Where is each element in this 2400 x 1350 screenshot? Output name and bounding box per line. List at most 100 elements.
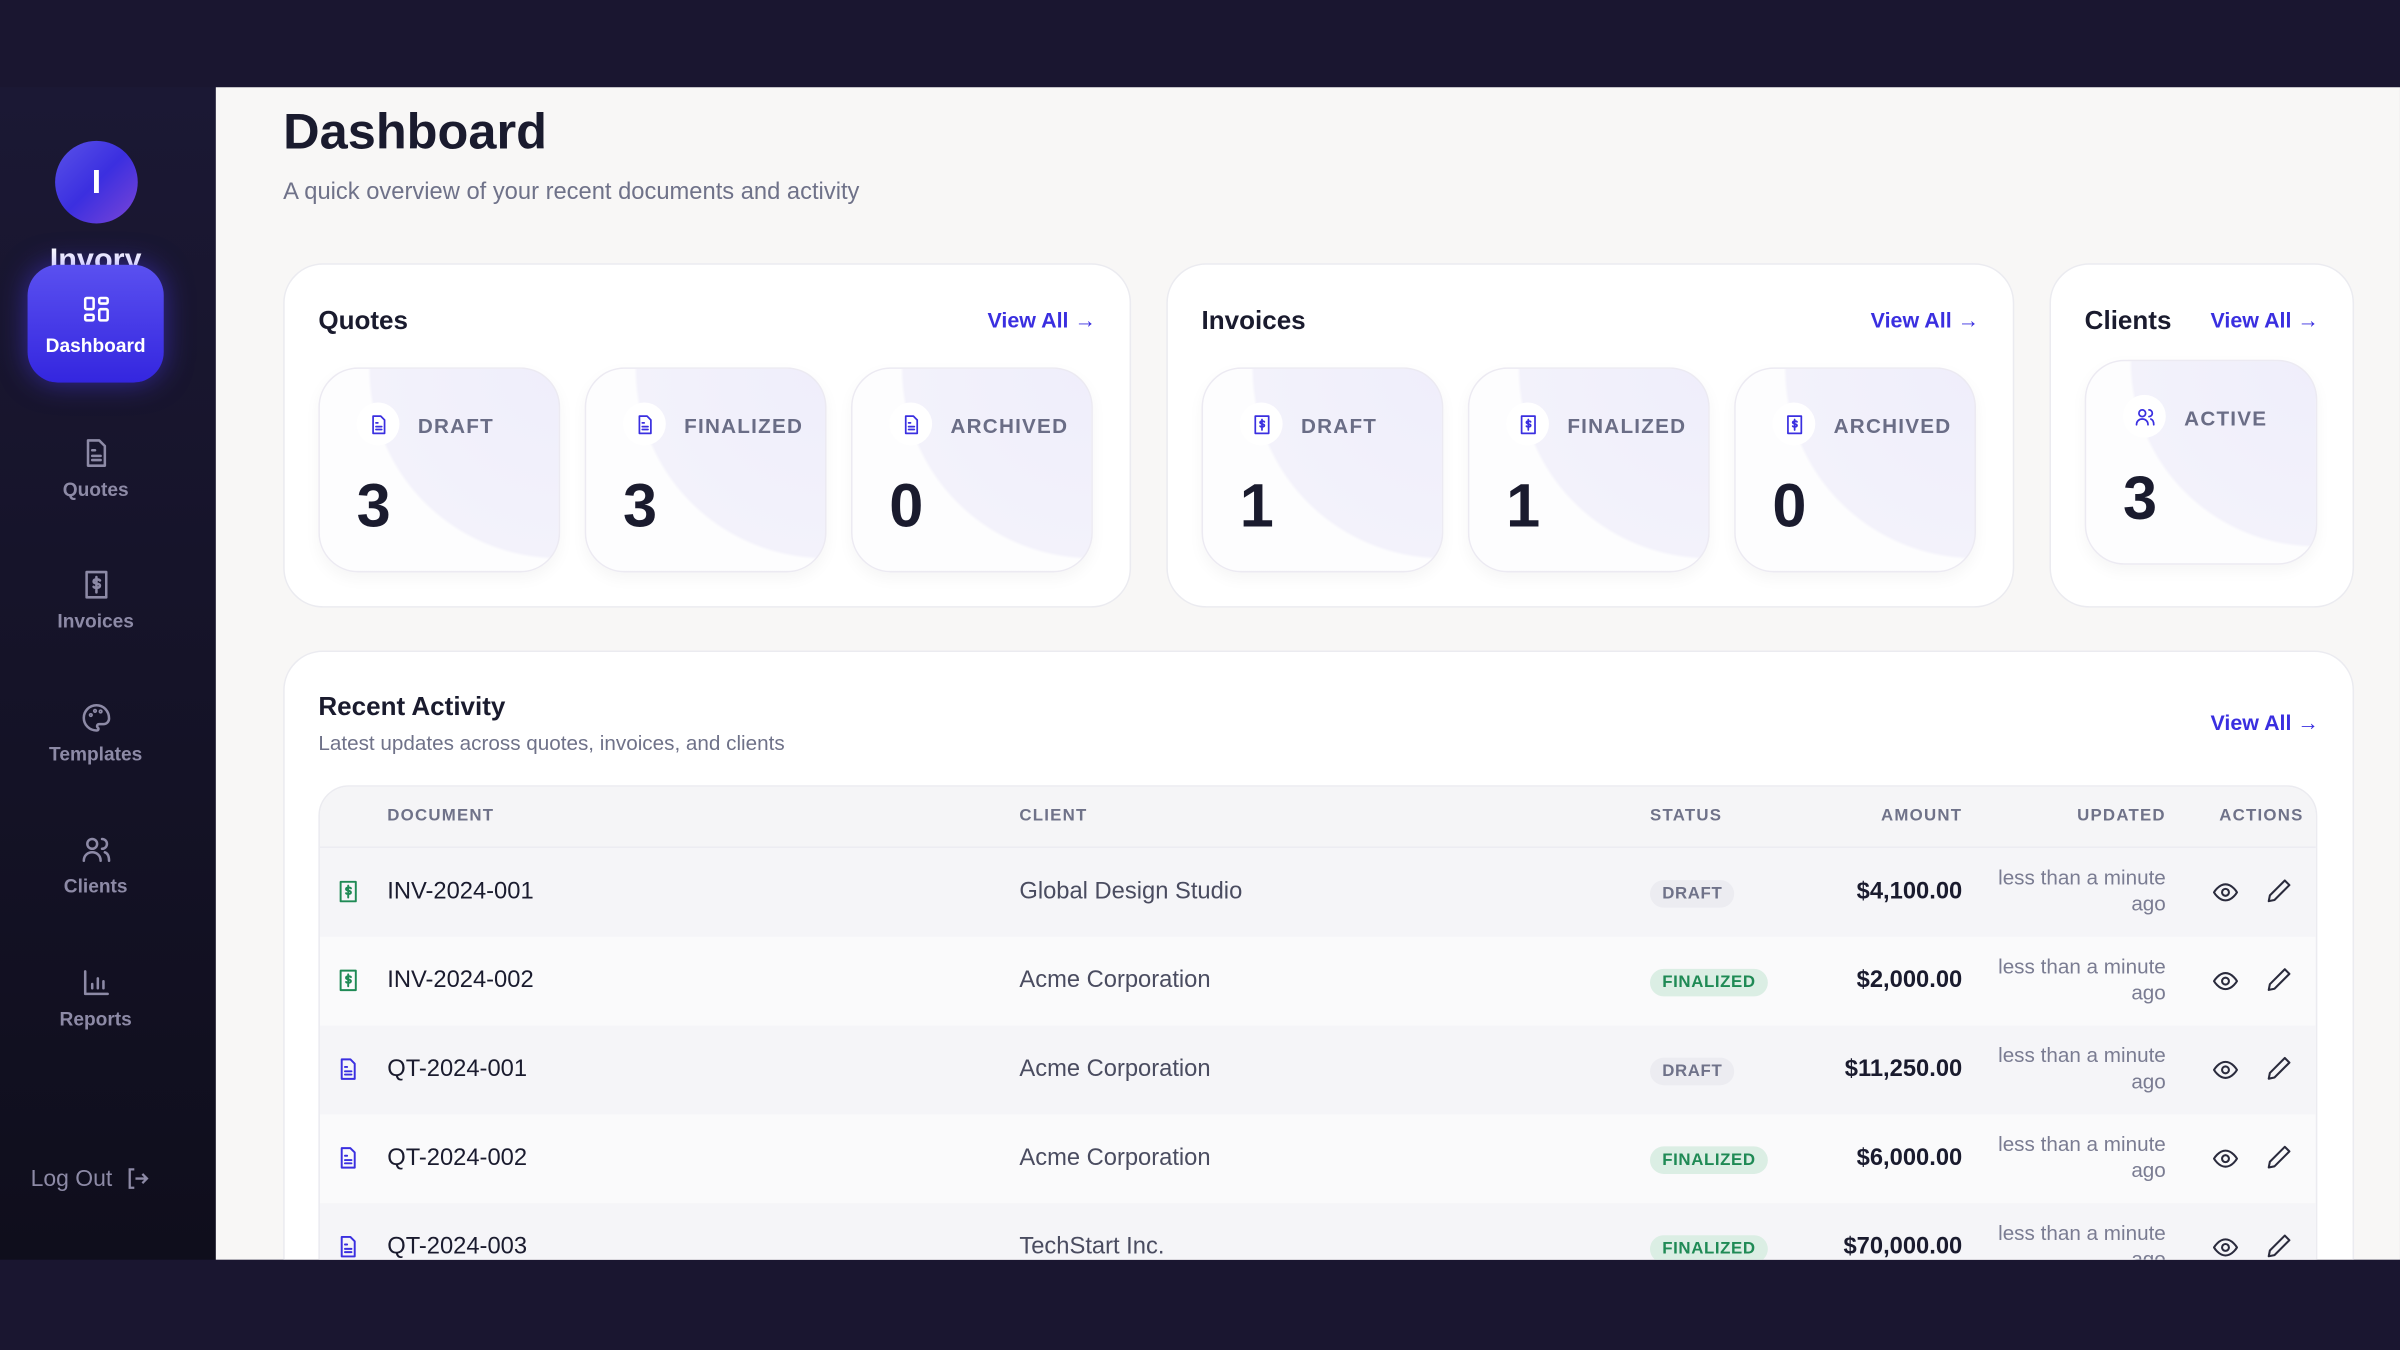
sidebar-item-quotes[interactable]: Quotes: [28, 409, 164, 527]
amount: $2,000.00: [1856, 967, 1963, 994]
receipt-icon: [1239, 402, 1283, 446]
quotes-view-all-link[interactable]: View All →: [987, 307, 1096, 333]
dashboard-icon: [79, 292, 113, 326]
quotes-stat-archived[interactable]: ARCHIVED 0: [851, 367, 1093, 573]
client-name: Global Design Studio: [1019, 878, 1243, 905]
eye-icon[interactable]: [2212, 879, 2240, 907]
table-row[interactable]: QT-2024-002 Acme Corporation FINALIZED $…: [320, 1114, 2316, 1203]
invoices-view-all-link[interactable]: View All →: [1870, 307, 1980, 333]
table-row[interactable]: INV-2024-002 Acme Corporation FINALIZED …: [320, 937, 2316, 1026]
amount: $4,100.00: [1856, 878, 1963, 905]
client-name: Acme Corporation: [1019, 967, 1211, 994]
column-header-updated[interactable]: UPDATED: [2077, 806, 2166, 825]
quotes-card: Quotes View All → DRAFT 3 FINALIZED 3 AR…: [283, 263, 1132, 608]
clients-card: Clients View All → ACTIVE 3: [2049, 263, 2355, 608]
invoices-card: Invoices View All → DRAFT 1 FINALIZED 1 …: [1166, 263, 2015, 608]
status-badge: FINALIZED: [1649, 968, 1768, 997]
pencil-icon[interactable]: [2265, 1143, 2293, 1171]
sidebar-item-clients[interactable]: Clients: [28, 805, 164, 923]
pencil-icon[interactable]: [2265, 1232, 2293, 1260]
client-name: Acme Corporation: [1019, 1144, 1211, 1171]
invoices-stat-archived[interactable]: ARCHIVED 0: [1734, 367, 1977, 573]
stat-value: 0: [889, 472, 924, 541]
clients-stat-active[interactable]: ACTIVE 3: [2084, 359, 2318, 565]
sidebar-item-invoices[interactable]: Invoices: [28, 540, 164, 658]
eye-icon[interactable]: [2212, 1234, 2240, 1260]
amount: $6,000.00: [1856, 1144, 1963, 1171]
invoices-stat-finalized[interactable]: FINALIZED 1: [1467, 367, 1710, 573]
stat-value: 3: [356, 472, 391, 541]
column-header-actions[interactable]: ACTIONS: [2219, 806, 2304, 825]
page-title: Dashboard: [283, 102, 547, 160]
column-header-status[interactable]: STATUS: [1649, 806, 1723, 825]
column-header-client[interactable]: CLIENT: [1019, 806, 1088, 825]
stat-value: 1: [1239, 472, 1274, 541]
file-icon: [889, 402, 933, 446]
status-badge: FINALIZED: [1649, 1235, 1768, 1260]
quote-doc-icon: [335, 1056, 361, 1082]
logout-label: Log Out: [30, 1165, 113, 1192]
invoices-stat-draft[interactable]: DRAFT 1: [1201, 367, 1444, 573]
users-icon: [79, 832, 113, 866]
pencil-icon[interactable]: [2265, 966, 2293, 994]
sidebar-item-label: Invoices: [57, 609, 134, 632]
eye-icon[interactable]: [2212, 967, 2240, 995]
invoices-title: Invoices: [1201, 306, 1306, 336]
document-id[interactable]: QT-2024-002: [387, 1144, 528, 1171]
quote-doc-icon: [335, 1145, 361, 1171]
stat-label: ARCHIVED: [1833, 414, 1952, 438]
page-subtitle: A quick overview of your recent document…: [283, 179, 860, 206]
stat-label: DRAFT: [417, 414, 495, 438]
activity-subtitle: Latest updates across quotes, invoices, …: [318, 731, 785, 755]
recent-activity-card: Recent Activity Latest updates across qu…: [283, 650, 2355, 1260]
table-row[interactable]: QT-2024-003 TechStart Inc. FINALIZED $70…: [319, 1203, 2316, 1260]
receipt-icon: [79, 567, 113, 601]
quote-doc-icon: [335, 1234, 361, 1260]
sidebar-item-reports[interactable]: Reports: [28, 938, 164, 1056]
status-badge: DRAFT: [1649, 1057, 1735, 1086]
stat-label: FINALIZED: [684, 414, 804, 438]
document-id[interactable]: INV-2024-001: [387, 878, 534, 905]
pencil-icon[interactable]: [2265, 1055, 2293, 1083]
eye-icon[interactable]: [2212, 1145, 2240, 1173]
updated-time: less than a minute ago: [1998, 866, 2166, 916]
sidebar: I Invory Dashboard Quotes Invoices Template…: [0, 87, 216, 1260]
updated-time: less than a minute ago: [1998, 1043, 2166, 1093]
palette-icon: [79, 700, 113, 734]
sidebar-item-label: Templates: [49, 743, 143, 765]
client-name: Acme Corporation: [1019, 1056, 1211, 1083]
activity-view-all-link[interactable]: View All →: [2210, 710, 2319, 735]
table-row[interactable]: INV-2024-001 Global Design Studio DRAFT …: [319, 847, 2316, 937]
status-badge: DRAFT: [1649, 880, 1735, 908]
table-header: DOCUMENT CLIENT STATUS AMOUNT UPDATED ACTIONS: [319, 786, 2316, 848]
logo: I: [55, 140, 138, 224]
stat-value: 0: [1772, 472, 1807, 541]
sidebar-item-dashboard[interactable]: Dashboard: [27, 264, 164, 383]
updated-time: less than a minute ago: [1998, 1221, 2166, 1260]
sidebar-item-label: Clients: [63, 874, 128, 897]
table-row[interactable]: QT-2024-001 Acme Corporation DRAFT $11,2…: [319, 1025, 2316, 1115]
column-header-document[interactable]: DOCUMENT: [387, 806, 495, 825]
document-id[interactable]: QT-2024-001: [387, 1056, 528, 1083]
users-icon: [2122, 394, 2166, 438]
client-name: TechStart Inc.: [1019, 1233, 1165, 1260]
bar-chart-icon: [79, 965, 113, 999]
logout-icon: [129, 1168, 150, 1189]
status-badge: FINALIZED: [1649, 1146, 1768, 1174]
pencil-icon[interactable]: [2265, 877, 2293, 905]
quotes-stat-draft[interactable]: DRAFT 3: [318, 367, 561, 573]
column-header-amount[interactable]: AMOUNT: [1880, 806, 1963, 825]
document-id[interactable]: INV-2024-002: [387, 967, 534, 994]
stat-label: ACTIVE: [2184, 407, 2268, 431]
clients-view-all-link[interactable]: View All →: [2210, 307, 2319, 333]
invoice-doc-icon: [335, 967, 361, 993]
eye-icon[interactable]: [2212, 1056, 2240, 1084]
logout-button[interactable]: Log Out: [31, 1165, 152, 1193]
sidebar-item-templates[interactable]: Templates: [28, 673, 164, 791]
activity-title: Recent Activity: [318, 691, 506, 721]
stat-label: ARCHIVED: [950, 414, 1069, 438]
quotes-stat-finalized[interactable]: FINALIZED 3: [584, 367, 827, 573]
document-id[interactable]: QT-2024-003: [387, 1233, 528, 1260]
sidebar-item-label: Reports: [59, 1007, 132, 1030]
amount: $11,250.00: [1844, 1056, 1963, 1083]
